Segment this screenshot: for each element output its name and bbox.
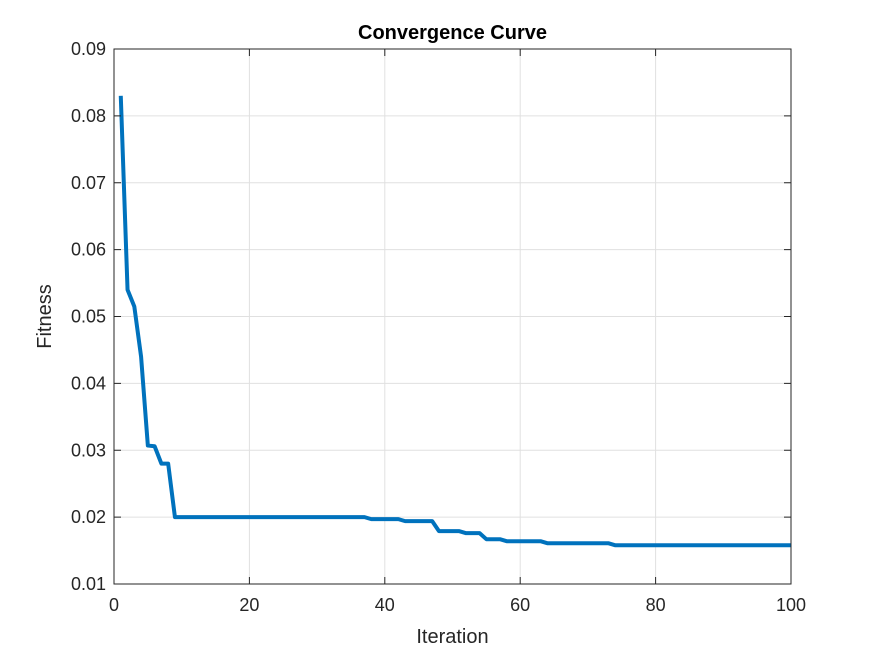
y-tick-label: 0.07 (71, 173, 106, 193)
y-tick-label: 0.05 (71, 307, 106, 327)
y-tick-label: 0.04 (71, 373, 106, 393)
fitness-series-line (118, 95, 791, 548)
y-axis-label: Fitness (34, 284, 56, 348)
y-tick-label: 0.09 (71, 39, 106, 59)
x-axis-label: Iteration (416, 626, 488, 648)
y-tick-label: 0.02 (71, 507, 106, 527)
y-tick-label: 0.03 (71, 440, 106, 460)
chart-title: Convergence Curve (358, 22, 547, 44)
x-tick-label: 100 (776, 595, 806, 615)
x-tick-label: 60 (510, 595, 530, 615)
ticks: 0 20 40 60 80 100 0.01 0.02 0.03 0.04 0.05 0.06 0.07… (71, 39, 806, 615)
x-tick-label: 80 (646, 595, 666, 615)
data-layer (118, 95, 791, 548)
y-tick-label: 0.06 (71, 240, 106, 260)
y-tick-label: 0.01 (71, 574, 106, 594)
x-tick-label: 40 (375, 595, 395, 615)
x-tick-label: 0 (109, 595, 119, 615)
x-tick-label: 20 (239, 595, 259, 615)
y-tick-label: 0.08 (71, 106, 106, 126)
